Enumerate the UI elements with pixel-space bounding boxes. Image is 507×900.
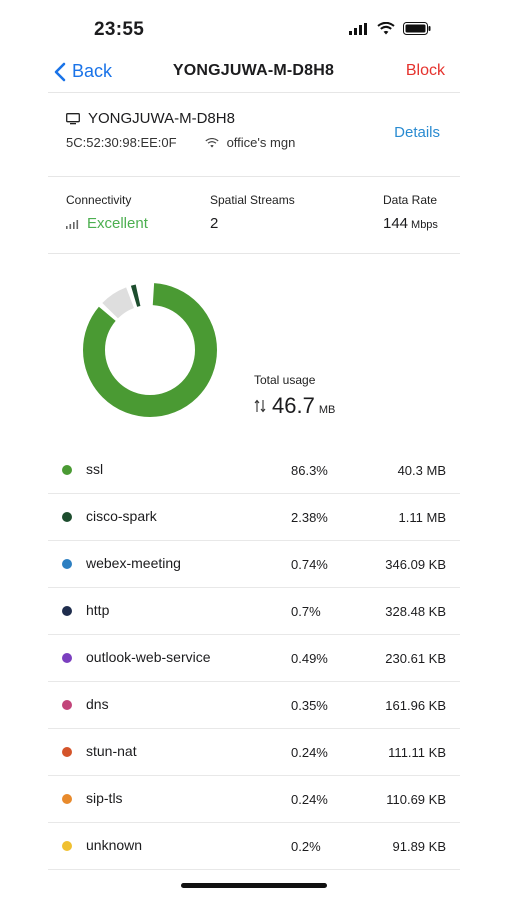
connectivity-value: Excellent bbox=[87, 215, 148, 232]
app-percent: 0.74% bbox=[291, 557, 328, 572]
status-bar: 23:55 bbox=[0, 0, 507, 52]
back-button[interactable]: Back bbox=[54, 61, 112, 82]
list-item[interactable]: sip-tls 0.24% 110.69 KB bbox=[48, 776, 460, 823]
app-name: dns bbox=[86, 696, 109, 712]
connectivity-metric: Connectivity Excellent bbox=[66, 193, 148, 232]
connectivity-label: Connectivity bbox=[66, 193, 132, 207]
list-item[interactable]: ssl 86.3% 40.3 MB bbox=[48, 447, 460, 494]
app-size: 40.3 MB bbox=[397, 463, 446, 478]
app-percent: 86.3% bbox=[291, 463, 328, 478]
app-size: 328.48 KB bbox=[385, 604, 446, 619]
data-rate-label: Data Rate bbox=[383, 193, 438, 207]
list-item[interactable]: unknown 0.2% 91.89 KB bbox=[48, 823, 460, 870]
app-size: 161.96 KB bbox=[385, 698, 446, 713]
app-size: 346.09 KB bbox=[385, 557, 446, 572]
navigation-bar: Back YONGJUWA-M-D8H8 Block bbox=[0, 52, 507, 92]
donut-segment-ssl bbox=[83, 283, 217, 417]
color-dot-icon bbox=[62, 747, 72, 757]
block-button[interactable]: Block bbox=[405, 62, 445, 79]
spatial-streams-value: 2 bbox=[210, 215, 219, 232]
list-item[interactable]: stun-nat 0.24% 111.11 KB bbox=[48, 729, 460, 776]
back-label: Back bbox=[72, 61, 113, 81]
data-rate-metric: Data Rate 144 Mbps bbox=[383, 193, 438, 232]
spatial-streams-label: Spatial Streams bbox=[210, 193, 295, 207]
device-info: YONGJUWA-M-D8H8 5C:52:30:98:EE:0F office… bbox=[66, 110, 460, 160]
list-item[interactable]: outlook-web-service 0.49% 230.61 KB bbox=[48, 635, 460, 682]
color-dot-icon bbox=[62, 606, 72, 616]
app-name: sip-tls bbox=[86, 790, 123, 806]
app-percent: 0.49% bbox=[291, 651, 328, 666]
app-name: webex-meeting bbox=[86, 555, 181, 571]
color-dot-icon bbox=[62, 559, 72, 569]
application-usage-list: ssl 86.3% 40.3 MB cisco-spark 2.38% 1.11 MB … bbox=[48, 447, 460, 870]
divider bbox=[48, 92, 460, 93]
device-mac: 5C:52:30:98:EE:0F bbox=[66, 135, 177, 150]
color-dot-icon bbox=[62, 512, 72, 522]
color-dot-icon bbox=[62, 700, 72, 710]
spatial-streams-metric: Spatial Streams 2 bbox=[210, 193, 295, 232]
app-name: http bbox=[86, 602, 110, 618]
chevron-left-icon bbox=[54, 62, 66, 81]
list-item[interactable]: dns 0.35% 161.96 KB bbox=[48, 682, 460, 729]
app-name: stun-nat bbox=[86, 743, 137, 759]
color-dot-icon bbox=[62, 841, 72, 851]
app-size: 91.89 KB bbox=[392, 839, 447, 854]
app-percent: 2.38% bbox=[291, 510, 328, 525]
app-percent: 0.2% bbox=[291, 839, 321, 854]
signal-bars-icon bbox=[66, 219, 79, 229]
data-rate-value: 144 bbox=[383, 215, 409, 232]
color-dot-icon bbox=[62, 465, 72, 475]
status-time: 23:55 bbox=[94, 19, 145, 40]
app-percent: 0.35% bbox=[291, 698, 328, 713]
app-size: 230.61 KB bbox=[385, 651, 446, 666]
app-name: ssl bbox=[86, 461, 104, 477]
app-size: 1.11 MB bbox=[398, 510, 446, 525]
divider bbox=[48, 176, 460, 177]
total-usage-unit: MB bbox=[318, 404, 336, 416]
total-usage: Total usage 46.7 MB bbox=[254, 373, 335, 419]
page-title: YONGJUWA-M-D8H8 bbox=[172, 62, 335, 79]
list-item[interactable]: http 0.7% 328.48 KB bbox=[48, 588, 460, 635]
up-down-arrows-icon bbox=[254, 399, 266, 413]
app-percent: 0.7% bbox=[291, 604, 321, 619]
total-usage-value: 46.7 bbox=[272, 393, 315, 418]
monitor-icon bbox=[66, 112, 80, 124]
app-name: unknown bbox=[86, 837, 143, 853]
wifi-icon bbox=[205, 137, 219, 147]
divider bbox=[48, 253, 460, 254]
data-rate-unit: Mbps bbox=[411, 219, 438, 231]
wifi-icon bbox=[377, 21, 395, 40]
device-name: YONGJUWA-M-D8H8 bbox=[88, 110, 235, 127]
cellular-signal-icon bbox=[349, 22, 369, 40]
status-icons bbox=[349, 21, 431, 40]
total-usage-label: Total usage bbox=[254, 373, 316, 387]
app-size: 110.69 KB bbox=[386, 792, 446, 807]
color-dot-icon bbox=[62, 794, 72, 804]
app-name: cisco-spark bbox=[86, 508, 157, 524]
app-size: 111.11 KB bbox=[388, 745, 446, 760]
details-link[interactable]: Details bbox=[394, 124, 440, 141]
battery-icon bbox=[403, 22, 431, 40]
connection-metrics: Connectivity Excellent Spatial Streams 2… bbox=[66, 193, 460, 238]
app-name: outlook-web-service bbox=[86, 649, 211, 665]
app-percent: 0.24% bbox=[291, 745, 328, 760]
list-item[interactable]: cisco-spark 2.38% 1.11 MB bbox=[48, 494, 460, 541]
device-ssid: office's mgn bbox=[226, 135, 296, 150]
home-indicator[interactable] bbox=[181, 883, 327, 888]
color-dot-icon bbox=[62, 653, 72, 663]
list-item[interactable]: webex-meeting 0.74% 346.09 KB bbox=[48, 541, 460, 588]
app-percent: 0.24% bbox=[291, 792, 328, 807]
usage-donut-chart bbox=[83, 283, 217, 417]
